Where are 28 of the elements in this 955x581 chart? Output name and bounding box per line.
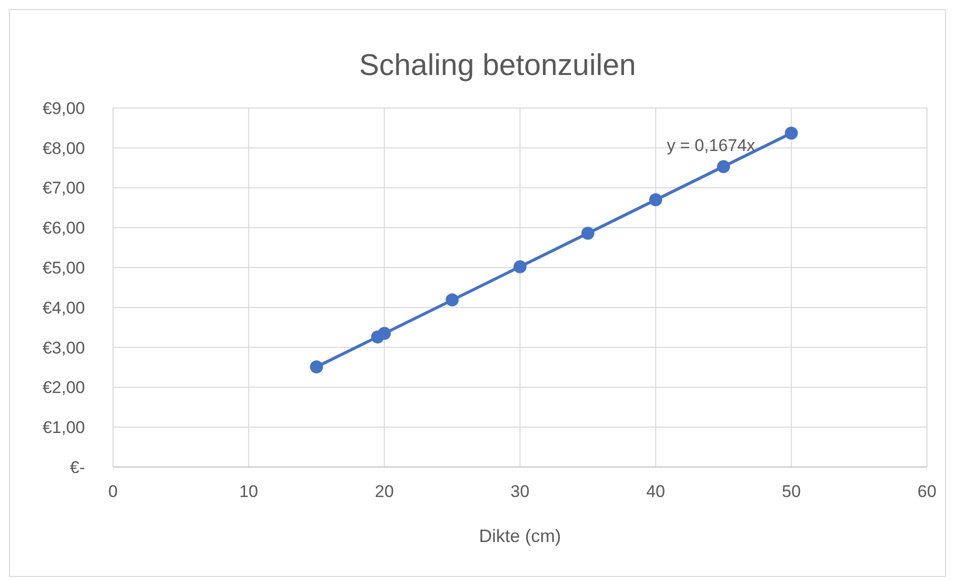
- point: [378, 326, 391, 340]
- x-axis-title: Dikte (cm): [479, 526, 561, 546]
- x-tick-label: 50: [782, 482, 801, 501]
- y-tick-label: €5,00: [42, 258, 85, 278]
- y-tick-label: €3,00: [42, 338, 85, 358]
- point: [446, 293, 459, 306]
- point: [310, 360, 323, 374]
- y-tick-label: €1,00: [42, 418, 85, 438]
- point: [784, 126, 798, 140]
- chart-title: Schaling betonzuilen: [359, 49, 636, 82]
- point: [717, 160, 730, 174]
- y-tick-label: €4,00: [42, 298, 85, 318]
- y-tick-label: €7,00: [42, 178, 85, 198]
- y-tick-label: €8,00: [42, 138, 85, 158]
- x-tick-label: 60: [918, 482, 936, 501]
- x-tick-label: 0: [108, 482, 118, 501]
- point: [581, 226, 594, 240]
- annotation: y = 0,1674x: [666, 136, 756, 155]
- point: [514, 260, 526, 274]
- y-tick-label: €2,00: [42, 378, 85, 398]
- y-tick-label: €6,00: [42, 218, 85, 238]
- y-tick-label: €9,00: [42, 98, 85, 118]
- y-tick-label: €-: [70, 458, 85, 477]
- x-tick-label: 20: [374, 482, 394, 501]
- x-tick-label: 40: [646, 482, 666, 501]
- point: [649, 193, 662, 206]
- x-tick-label: 30: [510, 482, 530, 501]
- x-tick-label: 10: [239, 482, 258, 501]
